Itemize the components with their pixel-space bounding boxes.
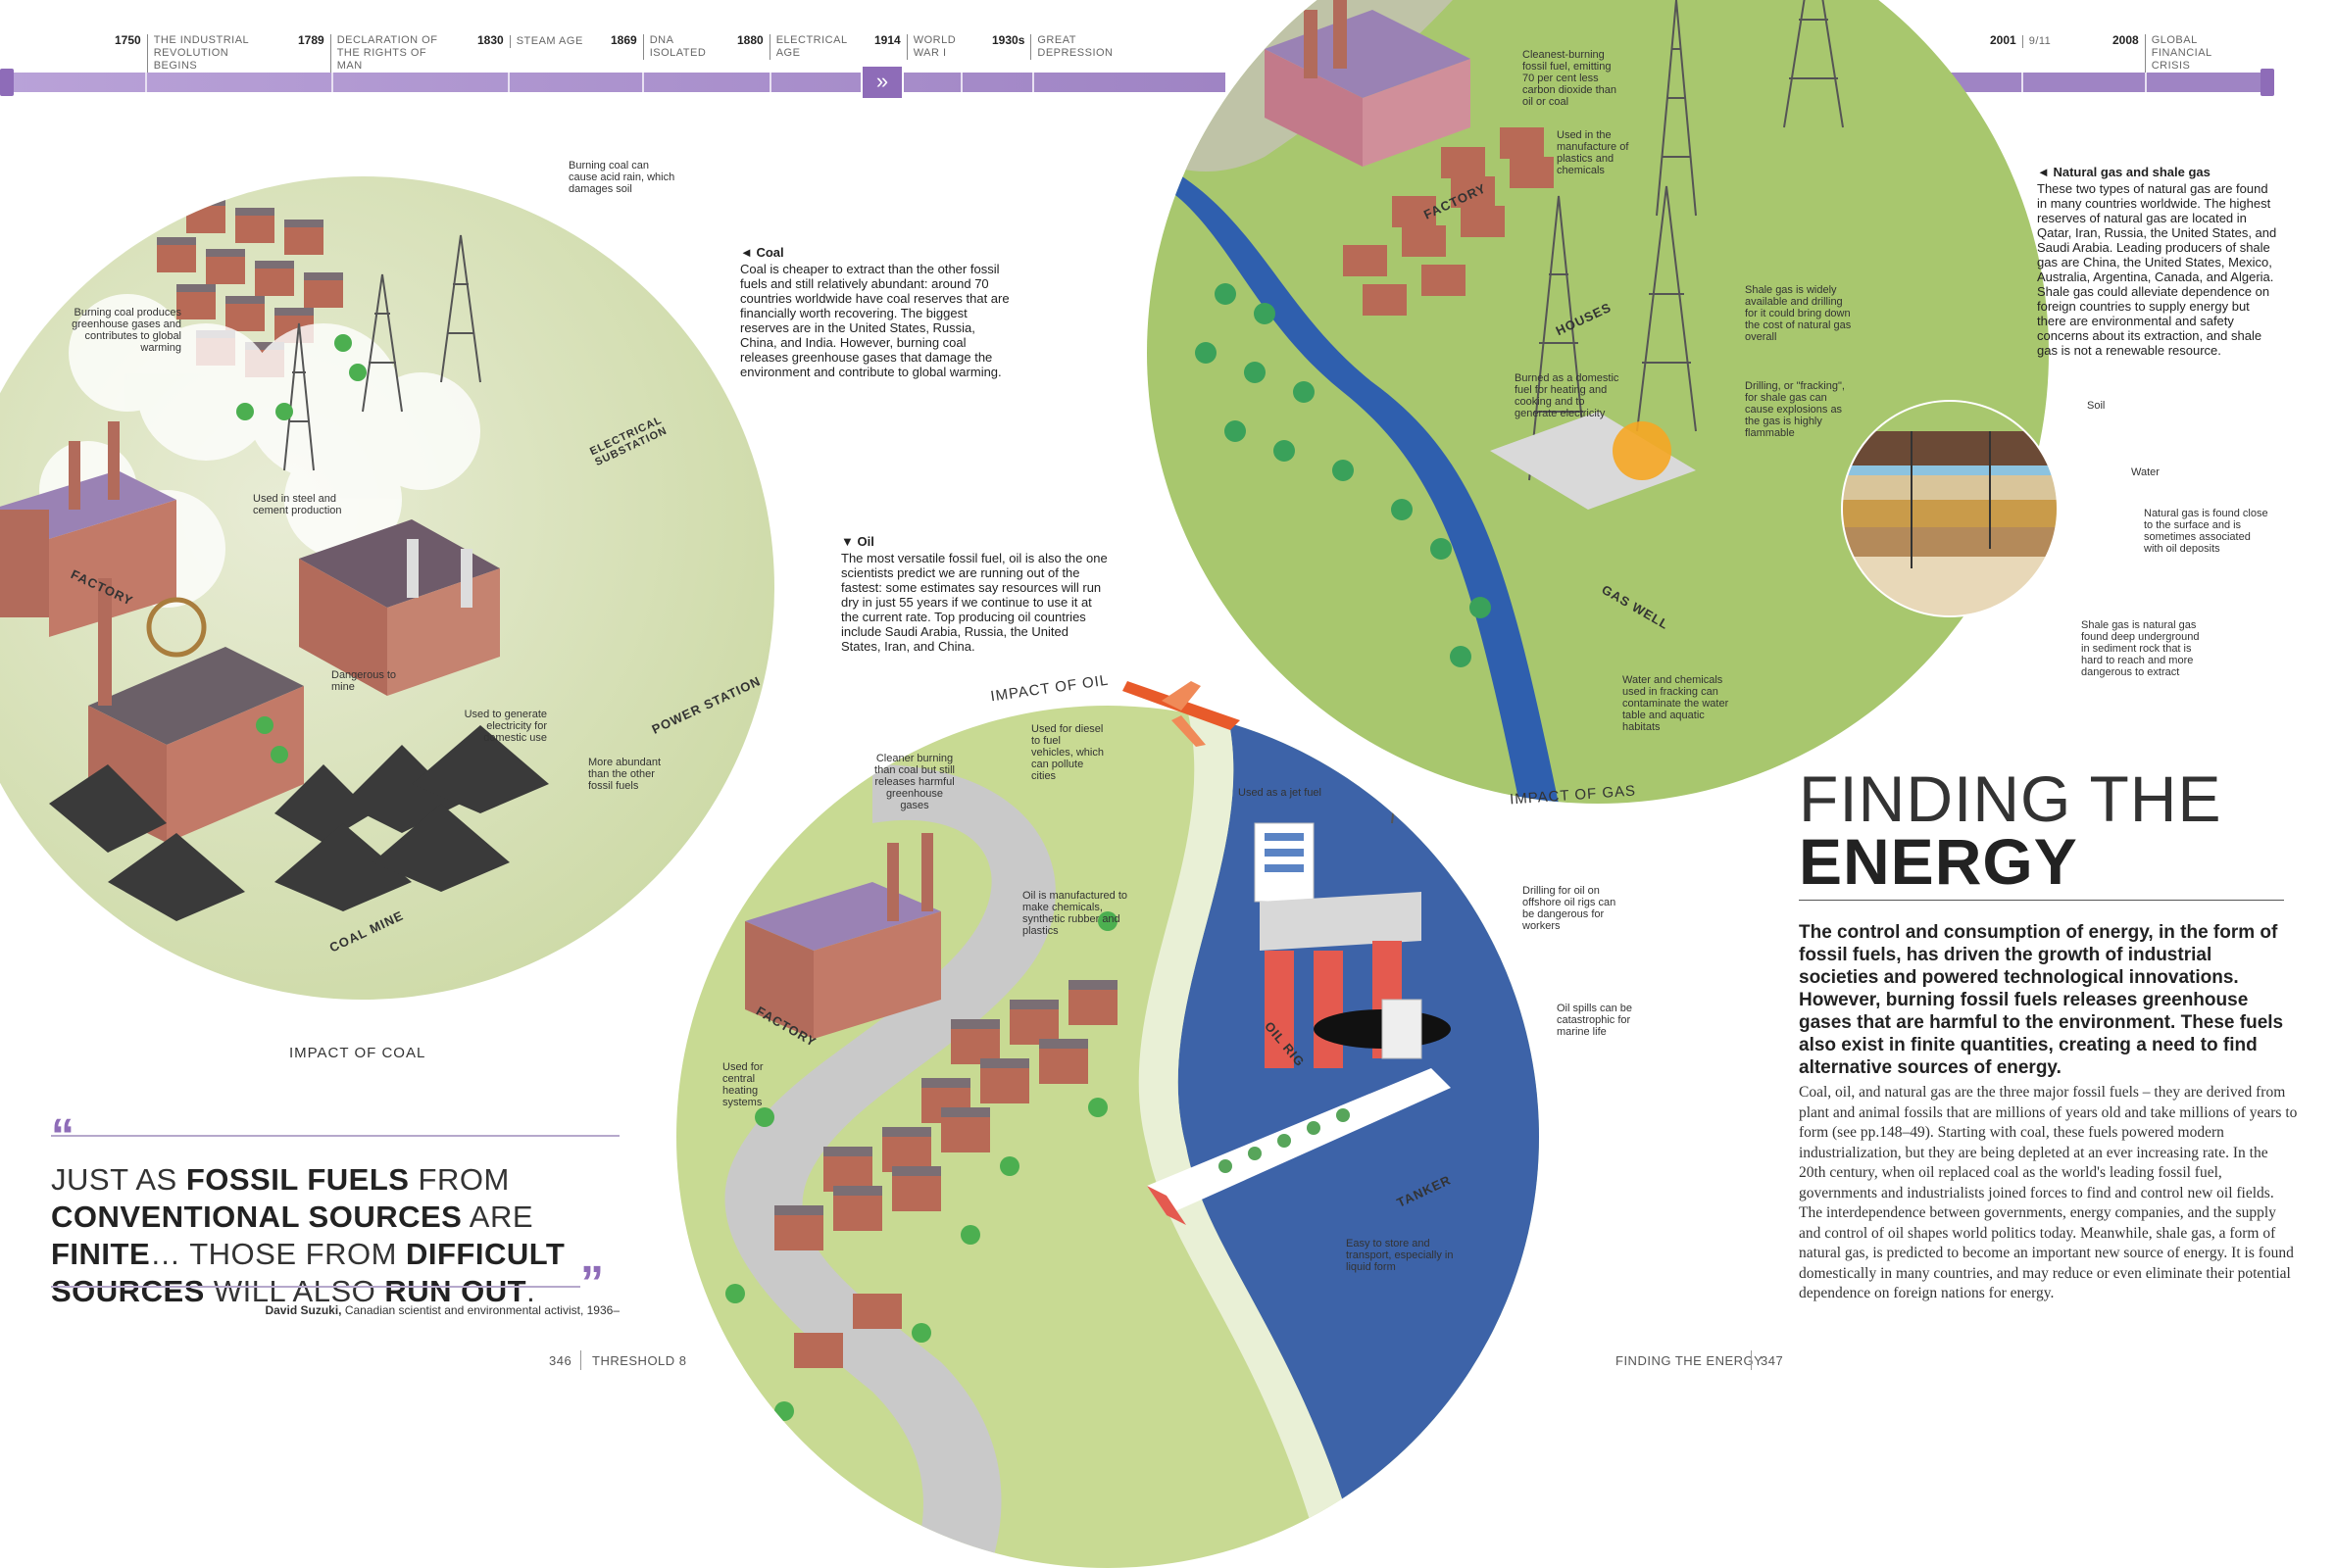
gas-label-shale-available: Shale gas is widely available and drilli… <box>1745 284 1852 343</box>
timeline-event: 2008 GLOBAL FINANCIAL CRISIS <box>2112 34 2240 73</box>
timeline-marker <box>508 73 510 92</box>
coal-info-text: Coal is cheaper to extract than the othe… <box>740 262 1010 379</box>
left-running-head: THRESHOLD 8 <box>592 1353 687 1368</box>
timeline-event: 1750 THE INDUSTRIAL REVOLUTION BEGINS <box>115 34 262 73</box>
gas-label-plastics: Used in the manufacture of plastics and … <box>1557 129 1629 176</box>
oil-label-diesel: Used for diesel to fuel vehicles, which … <box>1031 723 1104 782</box>
gas-label-domestic: Burned as a domestic fuel for heating an… <box>1515 372 1619 419</box>
timeline-marker <box>961 73 963 92</box>
coal-info: ◄ Coal Coal is cheaper to extract than t… <box>740 245 1015 379</box>
timeline-event: 1930s GREAT DEPRESSION <box>992 34 1125 60</box>
oil-title: IMPACT OF OIL <box>989 671 1111 706</box>
timeline-marker <box>145 73 147 92</box>
quote-rule-top <box>51 1135 620 1137</box>
timeline-bar-right <box>1892 73 2274 92</box>
pull-quote: JUST AS FOSSIL FUELS FROM CONVENTIONAL S… <box>51 1162 566 1308</box>
coal-label-greenhouse: Burning coal produces greenhouse gases a… <box>72 307 181 354</box>
right-page-number: 347 <box>1761 1353 1784 1368</box>
oil-label-cleaner: Cleaner burning than coal but still rele… <box>874 753 955 811</box>
timeline-event: 1914 WORLD WAR I <box>874 34 963 60</box>
article-heading-line1: FINDING THE <box>1799 762 2222 835</box>
coal-scene <box>0 176 774 1000</box>
gas-label-water-chem: Water and chemicals used in fracking can… <box>1622 674 1729 733</box>
jet-plane-icon <box>1122 681 1240 747</box>
folio-divider-left <box>580 1350 581 1370</box>
oil-info: ▼ Oil The most versatile fossil fuel, oi… <box>841 534 1111 654</box>
oil-info-heading: ▼ Oil <box>841 534 874 549</box>
folio-divider-right <box>1751 1350 1752 1370</box>
oil-label-jet: Used as a jet fuel <box>1238 787 1321 799</box>
close-quote-icon: ” <box>580 1257 604 1309</box>
timeline-event: 1869 DNA ISOLATED <box>611 34 709 60</box>
gas-scene <box>1147 0 2049 804</box>
timeline-event: 1789 DECLARATION OF THE RIGHTS OF MAN <box>298 34 455 73</box>
timeline-bar-left <box>0 73 1225 92</box>
timeline-marker <box>2145 73 2147 92</box>
timeline-marker <box>642 73 644 92</box>
coal-label-abundant: More abundant than the other fossil fuel… <box>588 757 661 792</box>
article-lead: The control and consumption of energy, i… <box>1799 922 2284 1078</box>
shale-label-shale-gas: Shale gas is natural gas found deep unde… <box>2081 619 2200 678</box>
timeline-marker <box>1032 73 1034 92</box>
timeline-marker <box>331 73 333 92</box>
oil-label-chemicals: Oil is manufactured to make chemicals, s… <box>1022 890 1127 937</box>
article-body: Coal, oil, and natural gas are the three… <box>1799 1084 2298 1301</box>
article-heading-line2: ENERGY <box>1799 825 2078 898</box>
gas-info-heading: ◄ Natural gas and shale gas <box>2037 165 2211 179</box>
coal-label-electricity: Used to generate electricity for domesti… <box>464 709 547 744</box>
right-running-head: FINDING THE ENERGY <box>1615 1353 1764 1368</box>
coal-label-dangerous: Dangerous to mine <box>331 669 397 693</box>
timeline-event: 1880 ELECTRICAL AGE <box>737 34 855 60</box>
oil-label-heating: Used for central heating systems <box>722 1061 764 1108</box>
timeline-event: 1830 STEAM AGE <box>477 34 605 48</box>
coal-info-heading: ◄ Coal <box>740 245 784 260</box>
oil-label-drilling: Drilling for oil on offshore oil rigs ca… <box>1522 885 1616 932</box>
gas-label-cleanest: Cleanest-burning fossil fuel, emitting 7… <box>1522 49 1617 108</box>
timeline-cap-left <box>0 69 14 96</box>
shale-cross-section <box>1841 400 2059 617</box>
left-page-number: 346 <box>549 1353 572 1368</box>
quote-rule-bottom <box>51 1286 580 1288</box>
timeline-marker <box>2021 73 2023 92</box>
oil-info-text: The most versatile fossil fuel, oil is a… <box>841 551 1108 654</box>
double-chevron-right-icon[interactable]: » <box>861 65 904 100</box>
gas-info-text: These two types of natural gas are found… <box>2037 181 2277 358</box>
oil-label-transport: Easy to store and transport, especially … <box>1346 1238 1454 1273</box>
coal-label-acid-rain: Burning coal can cause acid rain, which … <box>569 160 675 195</box>
article-rule <box>1799 900 2284 901</box>
gas-label-fracking: Drilling, or "fracking", for shale gas c… <box>1745 380 1845 439</box>
open-quote-icon: “ <box>51 1110 75 1162</box>
coal-title: IMPACT OF COAL <box>289 1045 426 1061</box>
timeline-marker <box>770 73 771 92</box>
shale-label-soil: Soil <box>2087 400 2106 412</box>
shale-label-natural-gas: Natural gas is found close to the surfac… <box>2144 508 2268 555</box>
oil-label-spills: Oil spills can be catastrophic for marin… <box>1557 1003 1633 1038</box>
oil-scene <box>676 706 1539 1568</box>
timeline-cap-right <box>2260 69 2274 96</box>
quote-attribution: David Suzuki, Canadian scientist and env… <box>265 1303 620 1317</box>
gas-info: ◄ Natural gas and shale gas These two ty… <box>2037 165 2277 358</box>
shale-label-water: Water <box>2131 466 2160 478</box>
timeline-event: 2001 9/11 <box>1990 34 2068 48</box>
coal-label-steel: Used in steel and cement production <box>253 493 342 516</box>
